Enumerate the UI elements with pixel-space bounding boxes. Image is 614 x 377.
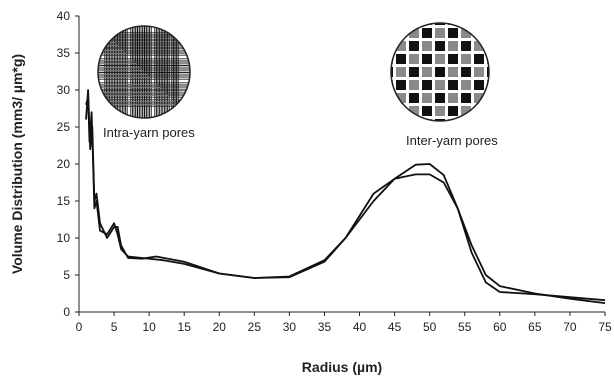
y-tick-label: 5	[63, 268, 70, 282]
series-line-2	[85, 89, 606, 304]
x-axis-title: Radius (µm)	[302, 359, 382, 375]
x-tick-label: 40	[353, 320, 367, 334]
x-tick-label: 20	[213, 320, 227, 334]
x-tick-label: 55	[458, 320, 472, 334]
x-tick-label: 0	[76, 320, 83, 334]
x-tick-label: 15	[178, 320, 192, 334]
x-tick-label: 35	[318, 320, 332, 334]
y-tick-label: 10	[57, 231, 71, 245]
y-tick-label: 0	[63, 305, 70, 319]
y-tick-label: 25	[57, 120, 71, 134]
x-tick-label: 30	[283, 320, 297, 334]
x-tick-label: 45	[388, 320, 402, 334]
inter-yarn-weave-icon	[391, 23, 489, 121]
inter-yarn-label: Inter-yarn pores	[406, 133, 498, 148]
x-tick-label: 70	[563, 320, 577, 334]
series-layer	[85, 89, 606, 304]
intra-yarn-inset: Intra-yarn pores	[97, 25, 195, 140]
x-tick-label: 50	[423, 320, 437, 334]
x-tick-label: 75	[598, 320, 612, 334]
y-axis-title: Volume Distribution (mm3/ µm*g)	[9, 54, 25, 274]
y-tick-label: 35	[57, 46, 71, 60]
intra-yarn-weave-icon	[98, 26, 190, 118]
x-tick-label: 25	[248, 320, 262, 334]
x-tick-label: 65	[528, 320, 542, 334]
x-tick-label: 10	[142, 320, 156, 334]
y-tick-label: 15	[57, 194, 71, 208]
x-tick-label: 5	[111, 320, 118, 334]
intra-yarn-label: Intra-yarn pores	[103, 125, 195, 140]
ticks: 0 5 10 15 20 25 30 35 40 45 50 55 60 65 70 75 0 5 10 15 20 25…	[57, 9, 612, 334]
x-tick-label: 60	[493, 320, 507, 334]
inter-yarn-inset: Inter-yarn pores	[390, 22, 498, 148]
y-tick-label: 30	[57, 83, 71, 97]
y-tick-label: 40	[57, 9, 71, 23]
y-tick-label: 20	[57, 157, 71, 171]
